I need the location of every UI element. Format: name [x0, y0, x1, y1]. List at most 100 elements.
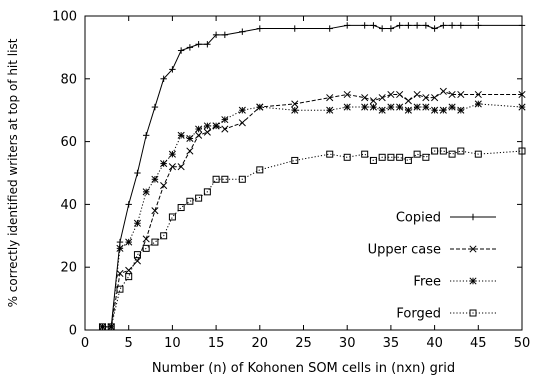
- marker-stroke: [396, 90, 404, 99]
- series-free: [98, 100, 526, 331]
- data-point: [116, 244, 124, 252]
- data-point: [326, 150, 334, 158]
- data-point: [387, 25, 395, 32]
- data-point: [186, 147, 194, 155]
- marker-stroke: [98, 323, 107, 331]
- marker-stroke: [160, 182, 168, 190]
- x-tick-label: 30: [339, 336, 356, 351]
- y-axis-label: % correctly identified writers at top of…: [6, 38, 20, 307]
- data-point: [369, 156, 377, 164]
- marker-stroke: [125, 266, 133, 274]
- data-point: [125, 238, 133, 246]
- data-point: [151, 238, 159, 246]
- data-point: [291, 100, 299, 108]
- data-point: [396, 22, 403, 29]
- marker-stroke: [448, 90, 456, 99]
- marker-square: [177, 204, 185, 212]
- data-point: [439, 87, 447, 95]
- x-tick-label: 50: [514, 336, 531, 351]
- marker-square: [361, 150, 369, 158]
- marker-square: [238, 175, 246, 183]
- marker-stroke: [177, 163, 185, 171]
- marker-stroke: [361, 103, 369, 111]
- marker-square: [107, 323, 115, 331]
- data-point: [168, 213, 176, 221]
- data-point: [469, 277, 477, 285]
- data-point: [239, 28, 246, 35]
- data-point: [404, 156, 412, 164]
- marker-square: [203, 188, 211, 196]
- marker-stroke: [387, 90, 395, 99]
- data-point: [291, 156, 299, 164]
- marker-stroke: [396, 103, 404, 111]
- marker-square: [221, 175, 229, 183]
- data-point: [474, 100, 482, 108]
- data-point: [151, 175, 159, 183]
- x-tick-label: 10: [164, 336, 181, 351]
- marker-square: [396, 153, 404, 161]
- marker-square: [256, 166, 264, 174]
- data-point: [256, 103, 264, 111]
- data-point: [326, 25, 333, 32]
- marker-stroke: [116, 244, 124, 252]
- data-point: [475, 22, 482, 29]
- marker-stroke: [422, 94, 430, 102]
- data-point: [177, 204, 185, 212]
- data-point: [422, 153, 430, 161]
- data-point: [195, 194, 203, 202]
- data-point: [291, 25, 298, 32]
- data-point: [221, 175, 229, 183]
- data-point: [370, 22, 377, 29]
- marker-square: [168, 213, 176, 221]
- data-point: [212, 31, 220, 39]
- marker-stroke: [448, 103, 456, 111]
- marker-stroke: [457, 106, 465, 114]
- data-point: [221, 116, 229, 124]
- x-tick-label: 15: [208, 336, 225, 351]
- marker-square: [469, 309, 477, 317]
- y-tick-label: 20: [60, 261, 77, 276]
- marker-stroke: [125, 238, 133, 246]
- data-point: [238, 119, 246, 127]
- data-point: [378, 94, 386, 102]
- marker-stroke: [221, 116, 229, 124]
- data-point: [431, 106, 439, 114]
- data-point: [160, 232, 168, 240]
- y-tick-label: 0: [69, 324, 77, 339]
- data-point: [439, 147, 447, 155]
- data-point: [195, 41, 202, 48]
- data-point: [457, 22, 465, 29]
- marker-square: [160, 232, 168, 240]
- x-tick-label: 0: [81, 336, 89, 351]
- marker-square: [413, 150, 421, 158]
- marker-stroke: [238, 106, 246, 114]
- marker-stroke: [203, 128, 211, 136]
- ticks: 0 5 10 15 20 25 30 35 40 45 50 0 20 40 60 80 100: [52, 10, 530, 352]
- marker-stroke: [387, 103, 395, 111]
- marker-stroke: [413, 103, 421, 111]
- data-point: [431, 147, 439, 155]
- marker-stroke: [378, 106, 386, 114]
- legend-label: Upper case: [368, 243, 441, 258]
- data-point: [151, 103, 159, 111]
- data-point: [387, 103, 395, 111]
- marker-stroke: [256, 103, 264, 111]
- data-point: [203, 128, 211, 136]
- data-point: [431, 94, 439, 102]
- marker-square: [439, 147, 447, 155]
- data-point: [133, 257, 141, 265]
- data-point: [238, 106, 246, 114]
- data-point: [98, 323, 107, 331]
- data-point: [343, 103, 351, 111]
- marker-stroke: [142, 188, 150, 196]
- data-point: [168, 163, 176, 171]
- marker-stroke: [369, 103, 377, 111]
- series-line: [102, 90, 522, 328]
- marker-stroke: [369, 97, 377, 105]
- data-point: [326, 94, 334, 102]
- data-point: [518, 22, 526, 29]
- marker-stroke: [518, 103, 526, 111]
- data-point: [448, 150, 456, 158]
- series-forged: [98, 147, 526, 331]
- data-point: [186, 44, 194, 51]
